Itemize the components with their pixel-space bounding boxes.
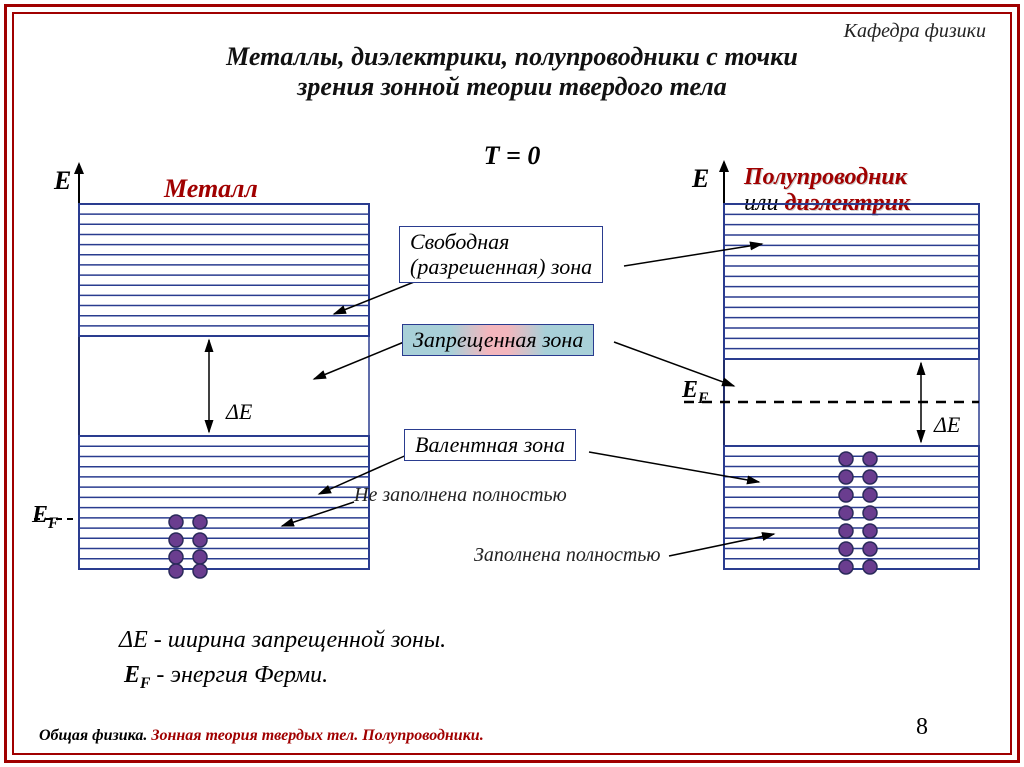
ef-right-e: E — [682, 377, 698, 403]
footer-black: Общая физика. — [39, 727, 151, 744]
ef-left-sub: F — [48, 515, 58, 532]
free-zone-line1: Свободная — [410, 229, 509, 254]
legend-ef-sub: F — [140, 675, 150, 692]
not-fully-filled-label: Не заполнена полностью — [354, 484, 567, 507]
footer-text: Общая физика. Зонная теория твердых тел.… — [39, 727, 484, 745]
de-right: ΔE — [934, 412, 960, 438]
slide-canvas: Кафедра физики Металлы, диэлектрики, пол… — [14, 14, 1010, 753]
legend-de-text: - ширина запрещенной зоны. — [148, 627, 446, 653]
legend-de: ΔE - ширина запрещенной зоны. — [119, 627, 446, 654]
legend-ef-e: E — [124, 662, 140, 688]
page-number: 8 — [916, 714, 928, 741]
ef-right-sub: F — [698, 390, 708, 407]
ef-left-e: E — [32, 502, 48, 528]
fully-filled-label: Заполнена полностью — [474, 544, 661, 567]
valence-zone-text: Валентная зона — [415, 432, 565, 457]
ef-right: EF — [682, 377, 708, 408]
de-left: ΔE — [226, 399, 252, 425]
forbidden-zone-box: Запрещенная зона — [402, 324, 594, 356]
free-zone-box: Свободная (разрешенная) зона — [399, 226, 603, 283]
ef-left: EF — [32, 502, 58, 533]
footer-red: Зонная теория твердых тел. Полупроводник… — [151, 727, 483, 744]
legend-de-symbol: ΔE — [119, 627, 148, 653]
legend-ef-text: - энергия Ферми. — [150, 662, 328, 688]
valence-zone-box: Валентная зона — [404, 429, 576, 461]
forbidden-zone-text: Запрещенная зона — [413, 327, 583, 352]
free-zone-line2: (разрешенная) зона — [410, 254, 592, 279]
legend-ef: EF - энергия Ферми. — [124, 662, 328, 693]
